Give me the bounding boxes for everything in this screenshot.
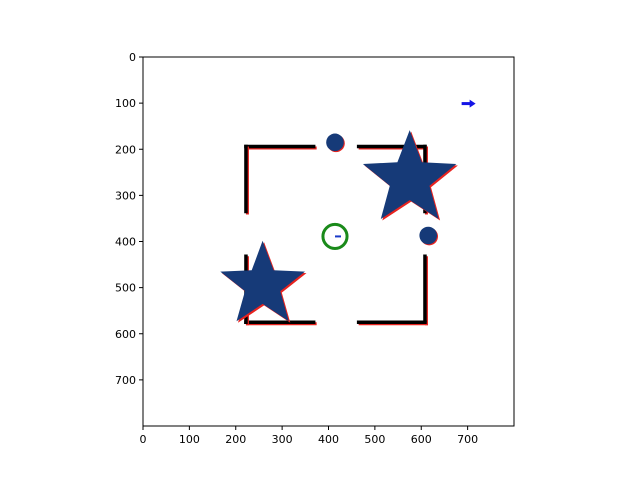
axes-background [143,57,514,426]
x-tick-label: 200 [225,433,246,446]
wall-bottom-left-horizontal [244,320,317,326]
wall-right-lower-vertical [423,254,428,326]
y-tick-label: 0 [129,51,136,64]
wall-left-upper-vertical [244,144,249,215]
agent-ring [321,222,349,250]
star-top-right-shape [362,130,457,219]
goal-arrow [461,99,476,108]
y-tick-label: 600 [115,328,136,341]
goal-arrow-head [469,99,476,108]
star-bottom-left [220,240,307,323]
y-axis: 0 100 200 300 400 500 600 700 [115,51,143,387]
x-tick-label: 400 [318,433,339,446]
y-tick-label: 400 [115,236,136,249]
circle-obstacle-right-shape [419,226,438,245]
x-tick-label: 300 [272,433,293,446]
y-tick-label: 500 [115,282,136,295]
y-tick-label: 300 [115,189,136,202]
star-top-right [362,130,458,221]
plot-axes: 0 100 200 300 400 500 600 700 0 100 200 300 400 500 6… [115,51,515,446]
x-tick-label: 600 [411,433,432,446]
x-tick-label: 0 [140,433,147,446]
y-tick-label: 700 [115,374,136,387]
x-tick-label: 500 [364,433,385,446]
wall-top-left-horizontal [244,144,317,150]
star-bottom-left-shape [220,240,305,322]
x-axis: 0 100 200 300 400 500 600 700 [140,426,478,446]
y-tick-label: 100 [115,97,136,110]
circle-obstacle-top [326,133,345,153]
obstacles-layer [220,130,458,323]
x-tick-label: 100 [179,433,200,446]
y-tick-label: 200 [115,143,136,156]
agent [321,222,349,250]
circle-obstacle-right [419,226,439,246]
circle-obstacle-top-shape [326,133,344,152]
wall-bottom-right-horizontal [356,320,428,326]
x-tick-label: 700 [457,433,478,446]
